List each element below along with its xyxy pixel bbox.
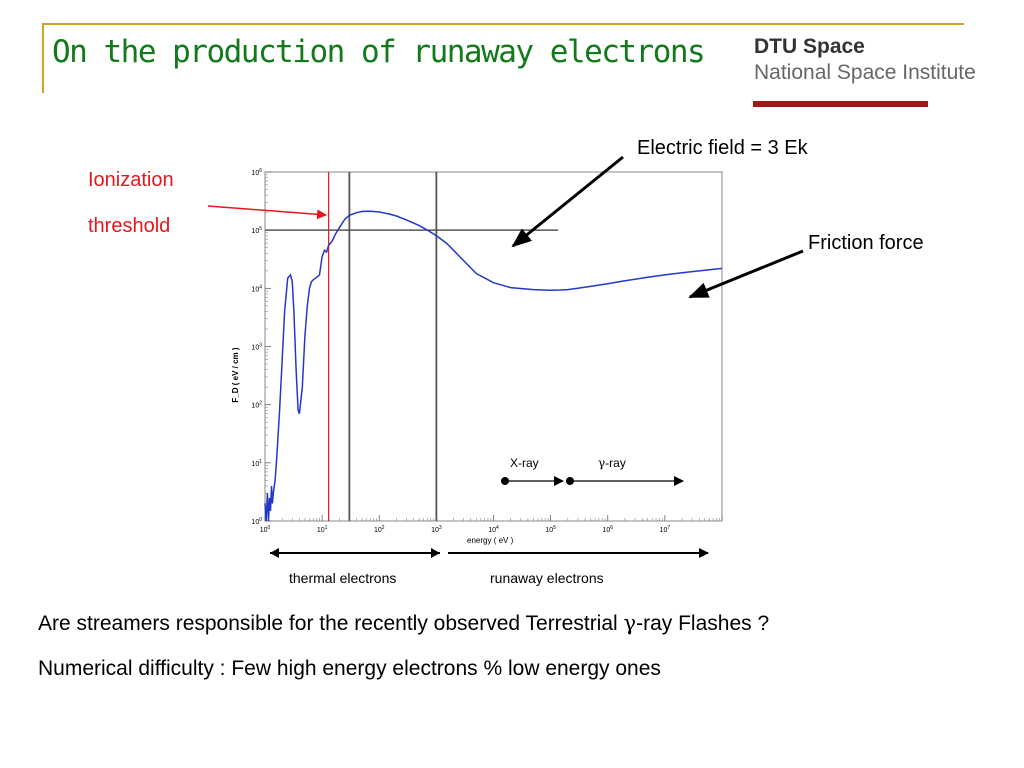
electric-field-arrow: [511, 155, 624, 248]
logo-bar: [753, 101, 928, 107]
gamma-suffix: -ray: [605, 456, 626, 470]
xray-label: X-ray: [510, 456, 539, 470]
friction-force-label: Friction force: [808, 232, 924, 254]
thermal-electrons-label: thermal electrons: [289, 570, 396, 586]
ionization-label-line1: Ionization: [88, 169, 174, 191]
x-axis-label: energy ( eV ): [467, 536, 514, 545]
ionization-arrow: [207, 205, 327, 220]
thermal-right-arrowhead: [431, 548, 440, 558]
y-tick-label: 106: [251, 168, 262, 177]
gamma-ray-label: γ-ray: [598, 456, 626, 470]
gamma-symbol: γ: [598, 456, 605, 470]
question-prefix: Are streamers responsible for the recent…: [38, 612, 624, 635]
x-tick-label: 100: [260, 525, 271, 534]
x-axis-ticks: 100 101 102 103 104 105 106 107: [260, 515, 723, 534]
logo-title: DTU Space: [754, 35, 865, 58]
gamma-symbol-inline: γ: [623, 611, 637, 635]
header-top-rule: [42, 23, 964, 25]
electric-field-label: Electric field = 3 Ek: [637, 137, 808, 159]
y-tick-label: 105: [251, 226, 262, 235]
x-tick-label: 106: [602, 525, 613, 534]
x-tick-label: 101: [317, 525, 328, 534]
runaway-electrons-label: runaway electrons: [490, 570, 604, 586]
thermal-left-arrowhead: [270, 548, 279, 558]
ionization-label-line2: threshold: [88, 215, 171, 237]
plot-frame: [264, 171, 723, 522]
vertical-markers: [328, 172, 438, 521]
x-tick-label: 105: [545, 525, 556, 534]
question-suffix: -ray Flashes ?: [636, 612, 770, 635]
numerical-note: Numerical difficulty : Few high energy e…: [38, 657, 661, 680]
y-tick-label: 104: [251, 284, 262, 293]
logo-subtitle: National Space Institute: [754, 61, 976, 84]
y-axis-label: F_D ( eV / cm ): [231, 347, 240, 402]
slide-title: On the production of runaway electrons: [52, 34, 706, 70]
friction-force-arrow: [688, 249, 804, 299]
header-left-rule: [42, 23, 44, 93]
y-tick-label: 103: [251, 343, 262, 352]
y-tick-label: 100: [251, 517, 262, 526]
y-tick-label: 101: [251, 459, 262, 468]
x-tick-label: 107: [660, 525, 671, 534]
question-text: Are streamers responsible for the recent…: [38, 611, 769, 636]
x-tick-label: 103: [431, 525, 442, 534]
y-tick-label: 102: [251, 401, 262, 410]
x-tick-label: 104: [488, 525, 499, 534]
friction-force-curve: [264, 210, 723, 522]
x-tick-label: 102: [374, 525, 385, 534]
y-axis-ticks: 100 101 102 103 104 105 106: [251, 168, 271, 526]
